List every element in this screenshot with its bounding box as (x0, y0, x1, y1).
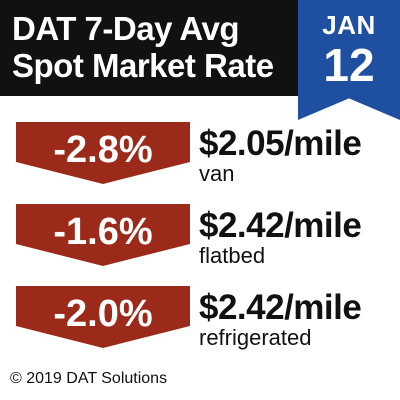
title-line-1: DAT 7-Day Avg (12, 10, 239, 47)
rate-value: $2.42/mile (199, 288, 362, 327)
page-title: DAT 7-Day Avg Spot Market Rate (12, 10, 312, 84)
date-ribbon: JAN 12 (298, 0, 400, 120)
rate-row-flatbed: -1.6% $2.42/mile flatbed (0, 204, 400, 276)
change-value: -2.8% (53, 129, 153, 171)
change-badge: -2.8% (16, 122, 190, 184)
copyright-footer: © 2019 DAT Solutions (10, 370, 168, 387)
date-month: JAN (322, 10, 376, 40)
change-badge: -2.0% (16, 286, 190, 348)
equipment-type: van (199, 161, 235, 186)
change-value: -2.0% (53, 293, 153, 335)
rate-row-refrigerated: -2.0% $2.42/mile refrigerated (0, 286, 400, 358)
rate-row-van: -2.8% $2.05/mile van (0, 122, 400, 194)
date-day: 12 (323, 39, 375, 91)
rate-value: $2.05/mile (199, 124, 362, 163)
change-value: -1.6% (53, 211, 153, 253)
equipment-type: refrigerated (199, 325, 312, 350)
change-badge: -1.6% (16, 204, 190, 266)
title-line-2: Spot Market Rate (12, 47, 274, 84)
rate-value: $2.42/mile (199, 206, 362, 245)
equipment-type: flatbed (199, 243, 266, 268)
